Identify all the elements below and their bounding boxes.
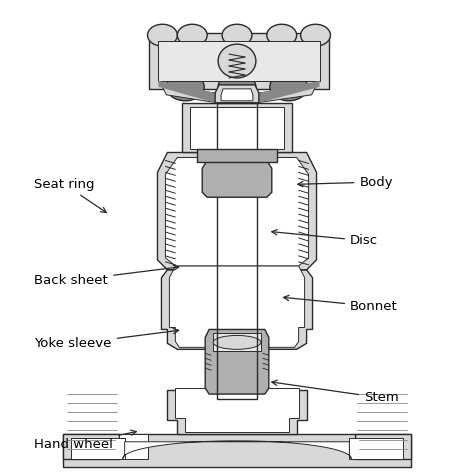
Bar xyxy=(63,434,411,467)
Bar xyxy=(217,103,257,399)
Polygon shape xyxy=(165,158,309,266)
Bar xyxy=(349,438,403,459)
Ellipse shape xyxy=(213,336,261,349)
Polygon shape xyxy=(167,390,307,434)
Text: Yoke sleeve: Yoke sleeve xyxy=(35,329,179,350)
Polygon shape xyxy=(158,81,215,103)
Polygon shape xyxy=(257,87,316,103)
Polygon shape xyxy=(123,441,351,459)
Polygon shape xyxy=(215,85,259,103)
Polygon shape xyxy=(157,152,317,270)
Polygon shape xyxy=(175,388,299,432)
Polygon shape xyxy=(158,41,319,81)
Ellipse shape xyxy=(270,73,308,101)
Text: Disc: Disc xyxy=(272,229,378,247)
Polygon shape xyxy=(169,266,305,347)
Bar xyxy=(71,438,125,459)
Bar xyxy=(190,107,284,149)
Bar xyxy=(217,103,257,399)
Bar xyxy=(197,149,277,162)
Ellipse shape xyxy=(166,73,204,101)
Bar xyxy=(217,103,221,399)
Polygon shape xyxy=(221,89,253,101)
Bar xyxy=(118,434,147,459)
Ellipse shape xyxy=(267,24,297,46)
Polygon shape xyxy=(259,81,319,103)
Ellipse shape xyxy=(177,24,207,46)
Ellipse shape xyxy=(222,24,252,46)
Bar xyxy=(213,333,261,351)
Bar xyxy=(356,434,411,459)
Polygon shape xyxy=(163,87,217,103)
Bar xyxy=(253,103,257,399)
Text: Seat ring: Seat ring xyxy=(35,178,106,212)
Ellipse shape xyxy=(147,24,177,46)
Polygon shape xyxy=(148,33,329,89)
Text: Bonnet: Bonnet xyxy=(283,295,398,313)
Ellipse shape xyxy=(218,73,256,101)
Text: Back sheet: Back sheet xyxy=(35,265,179,287)
Polygon shape xyxy=(162,270,312,349)
Polygon shape xyxy=(202,160,272,197)
Ellipse shape xyxy=(218,44,256,78)
Bar xyxy=(182,103,292,152)
Text: Stem: Stem xyxy=(272,380,399,405)
Text: Hand wheel: Hand wheel xyxy=(35,430,137,451)
Text: Body: Body xyxy=(298,176,393,188)
Ellipse shape xyxy=(301,24,330,46)
Polygon shape xyxy=(205,329,269,394)
Bar xyxy=(63,434,118,459)
